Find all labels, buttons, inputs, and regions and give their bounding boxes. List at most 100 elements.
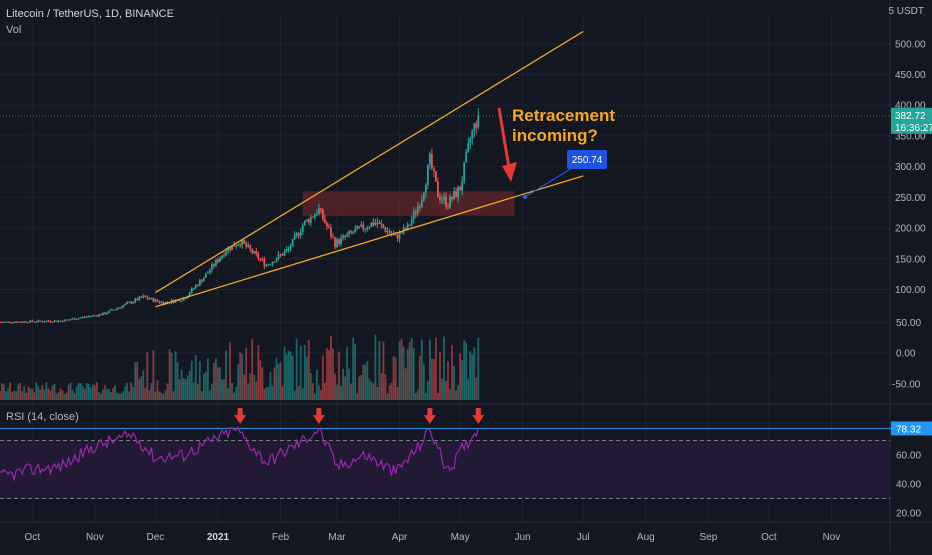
volume-bar xyxy=(166,383,169,400)
volume-bar xyxy=(289,351,292,400)
volume-bar xyxy=(77,383,80,400)
rsi-marker-arrow-shaft xyxy=(316,408,322,416)
candle-body xyxy=(305,219,308,221)
candle-body xyxy=(324,218,326,223)
candle-body xyxy=(366,227,369,229)
candle-body xyxy=(435,171,437,182)
volume-bar xyxy=(122,391,125,400)
volume-bar xyxy=(217,367,219,400)
candle-body xyxy=(346,234,349,237)
volume-bar xyxy=(73,393,76,400)
candle-body xyxy=(213,264,215,266)
candle-body xyxy=(380,223,383,225)
candle-body xyxy=(328,226,330,229)
volume-bar xyxy=(295,338,298,400)
volume-bar xyxy=(386,393,389,400)
candle-body xyxy=(140,296,143,298)
candle-body xyxy=(124,303,127,306)
candle-body xyxy=(235,245,238,247)
volume-bar xyxy=(25,392,28,400)
target-label-box[interactable] xyxy=(567,150,607,169)
candle-body xyxy=(408,224,411,226)
volume-bar xyxy=(106,389,108,400)
volume-bar xyxy=(15,391,18,400)
volume-bar xyxy=(162,393,165,400)
candle-body xyxy=(372,222,375,225)
candle-body xyxy=(267,264,270,266)
volume-axis-label: -50.00 xyxy=(892,380,921,391)
candle-body xyxy=(354,229,357,233)
volume-bar xyxy=(27,386,30,400)
volume-bar xyxy=(435,337,437,400)
volume-bar xyxy=(154,391,157,400)
volume-bar xyxy=(259,360,262,400)
candle-body xyxy=(65,319,68,321)
candle-body xyxy=(211,264,213,271)
volume-bar xyxy=(89,387,92,400)
volume-bar xyxy=(75,386,78,400)
trendline-upper[interactable] xyxy=(155,30,584,294)
candle-body xyxy=(198,280,201,286)
volume-bar xyxy=(362,364,365,400)
candle-body xyxy=(7,321,9,323)
candle-body xyxy=(73,318,76,320)
trendline-lower[interactable] xyxy=(155,175,584,308)
candle-body xyxy=(83,316,86,318)
candle-body xyxy=(271,261,274,265)
volume-bar xyxy=(213,362,215,400)
candle-body xyxy=(162,302,165,305)
candle-body xyxy=(27,322,30,324)
candle-body xyxy=(39,320,42,322)
volume-bar xyxy=(271,386,274,400)
support-zone[interactable] xyxy=(302,191,515,216)
volume-bar xyxy=(263,388,266,400)
volume-bar xyxy=(380,373,383,400)
candle-body xyxy=(61,320,64,322)
candle-body xyxy=(418,206,421,208)
candle-body xyxy=(338,239,340,244)
rsi-marker-arrow-head xyxy=(312,415,325,424)
candle-body xyxy=(475,123,478,128)
volume-bar xyxy=(340,385,342,400)
volume-bar xyxy=(324,382,326,400)
rsi-axis-label: 40.00 xyxy=(896,480,921,491)
target-point[interactable] xyxy=(523,194,527,199)
target-label-text: 250.74 xyxy=(572,155,603,166)
candle-body xyxy=(261,259,264,261)
volume-bar xyxy=(330,335,332,400)
volume-bar xyxy=(61,390,64,400)
volume-bar xyxy=(116,392,118,400)
candle-body xyxy=(301,225,304,232)
volume-bar xyxy=(182,378,185,400)
volume-bar xyxy=(9,382,11,400)
volume-bar xyxy=(319,389,322,400)
volume-bar xyxy=(406,348,409,400)
candle-body xyxy=(182,298,185,301)
candle-body xyxy=(414,211,417,214)
candle-body xyxy=(477,115,480,128)
volume-bar xyxy=(348,368,351,400)
candle-body xyxy=(277,254,280,260)
candle-body xyxy=(184,298,187,300)
candle-body xyxy=(178,299,181,302)
candle-body xyxy=(396,234,399,239)
rsi-axis-label: 20.00 xyxy=(896,509,921,520)
volume-bar xyxy=(204,371,207,400)
volume-bar xyxy=(63,393,66,400)
candle-body xyxy=(128,301,131,303)
candle-body xyxy=(315,214,318,216)
candle-body xyxy=(416,206,419,214)
volume-bar xyxy=(237,364,240,400)
volume-bar xyxy=(67,384,70,400)
candle-body xyxy=(55,320,58,322)
candle-body xyxy=(3,321,5,323)
volume-bar xyxy=(322,355,324,400)
candle-body xyxy=(398,232,401,239)
volume-bar xyxy=(221,379,223,400)
volume-bar xyxy=(245,347,248,400)
volume-bar xyxy=(112,387,114,400)
volume-bar xyxy=(51,385,54,400)
volume-bar xyxy=(45,382,48,400)
candle-body xyxy=(289,246,292,250)
